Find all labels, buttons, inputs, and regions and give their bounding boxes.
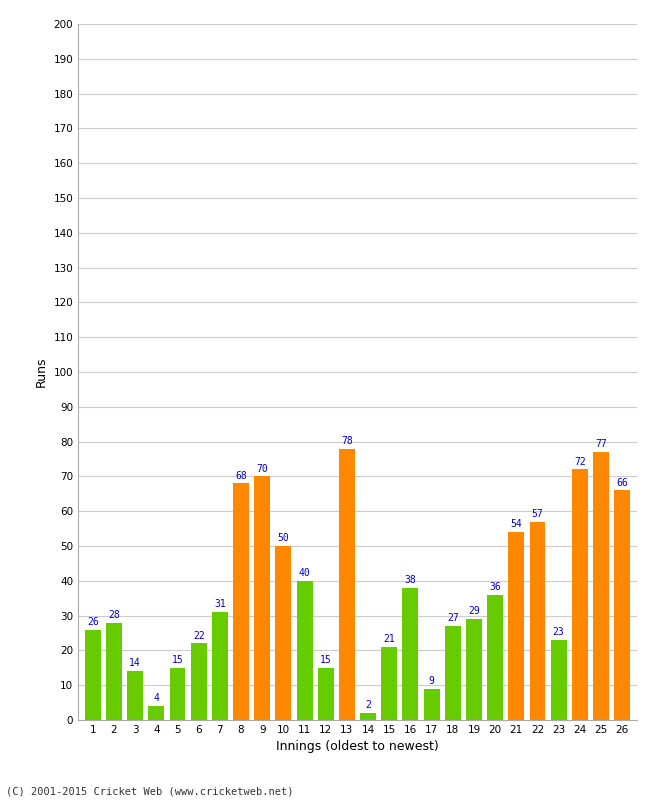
Y-axis label: Runs: Runs xyxy=(35,357,48,387)
Bar xyxy=(530,522,545,720)
Bar xyxy=(318,668,333,720)
Text: 36: 36 xyxy=(489,582,501,592)
Text: 22: 22 xyxy=(193,630,205,641)
Text: 15: 15 xyxy=(172,655,183,665)
Bar xyxy=(614,490,630,720)
Bar xyxy=(170,668,185,720)
Bar xyxy=(424,689,439,720)
Bar xyxy=(148,706,164,720)
Text: 28: 28 xyxy=(108,610,120,620)
Bar xyxy=(296,581,313,720)
Text: 31: 31 xyxy=(214,599,226,610)
Text: (C) 2001-2015 Cricket Web (www.cricketweb.net): (C) 2001-2015 Cricket Web (www.cricketwe… xyxy=(6,786,294,796)
Text: 29: 29 xyxy=(468,606,480,616)
Bar xyxy=(488,594,503,720)
Bar xyxy=(233,483,249,720)
Text: 57: 57 xyxy=(532,509,543,519)
Text: 26: 26 xyxy=(87,617,99,626)
Text: 54: 54 xyxy=(510,519,522,530)
Bar xyxy=(466,619,482,720)
Text: 9: 9 xyxy=(428,676,435,686)
Bar xyxy=(402,588,419,720)
Text: 78: 78 xyxy=(341,436,353,446)
Bar xyxy=(339,449,355,720)
Text: 66: 66 xyxy=(616,478,628,487)
Bar xyxy=(360,713,376,720)
Bar xyxy=(276,546,291,720)
Text: 50: 50 xyxy=(278,534,289,543)
Text: 23: 23 xyxy=(552,627,565,637)
Bar xyxy=(593,452,609,720)
Text: 15: 15 xyxy=(320,655,332,665)
Bar xyxy=(572,470,588,720)
Text: 14: 14 xyxy=(129,658,141,669)
Text: 38: 38 xyxy=(404,575,416,585)
X-axis label: Innings (oldest to newest): Innings (oldest to newest) xyxy=(276,741,439,754)
Text: 77: 77 xyxy=(595,439,607,450)
Bar xyxy=(382,647,397,720)
Bar xyxy=(445,626,461,720)
Text: 72: 72 xyxy=(574,457,586,466)
Bar xyxy=(85,630,101,720)
Text: 40: 40 xyxy=(299,568,311,578)
Text: 27: 27 xyxy=(447,614,459,623)
Text: 4: 4 xyxy=(153,694,159,703)
Bar xyxy=(106,622,122,720)
Bar xyxy=(190,643,207,720)
Text: 21: 21 xyxy=(384,634,395,644)
Text: 68: 68 xyxy=(235,470,247,481)
Text: 70: 70 xyxy=(256,464,268,474)
Bar xyxy=(212,612,227,720)
Bar xyxy=(508,532,525,720)
Bar xyxy=(254,476,270,720)
Bar xyxy=(127,671,143,720)
Text: 2: 2 xyxy=(365,700,371,710)
Bar xyxy=(551,640,567,720)
